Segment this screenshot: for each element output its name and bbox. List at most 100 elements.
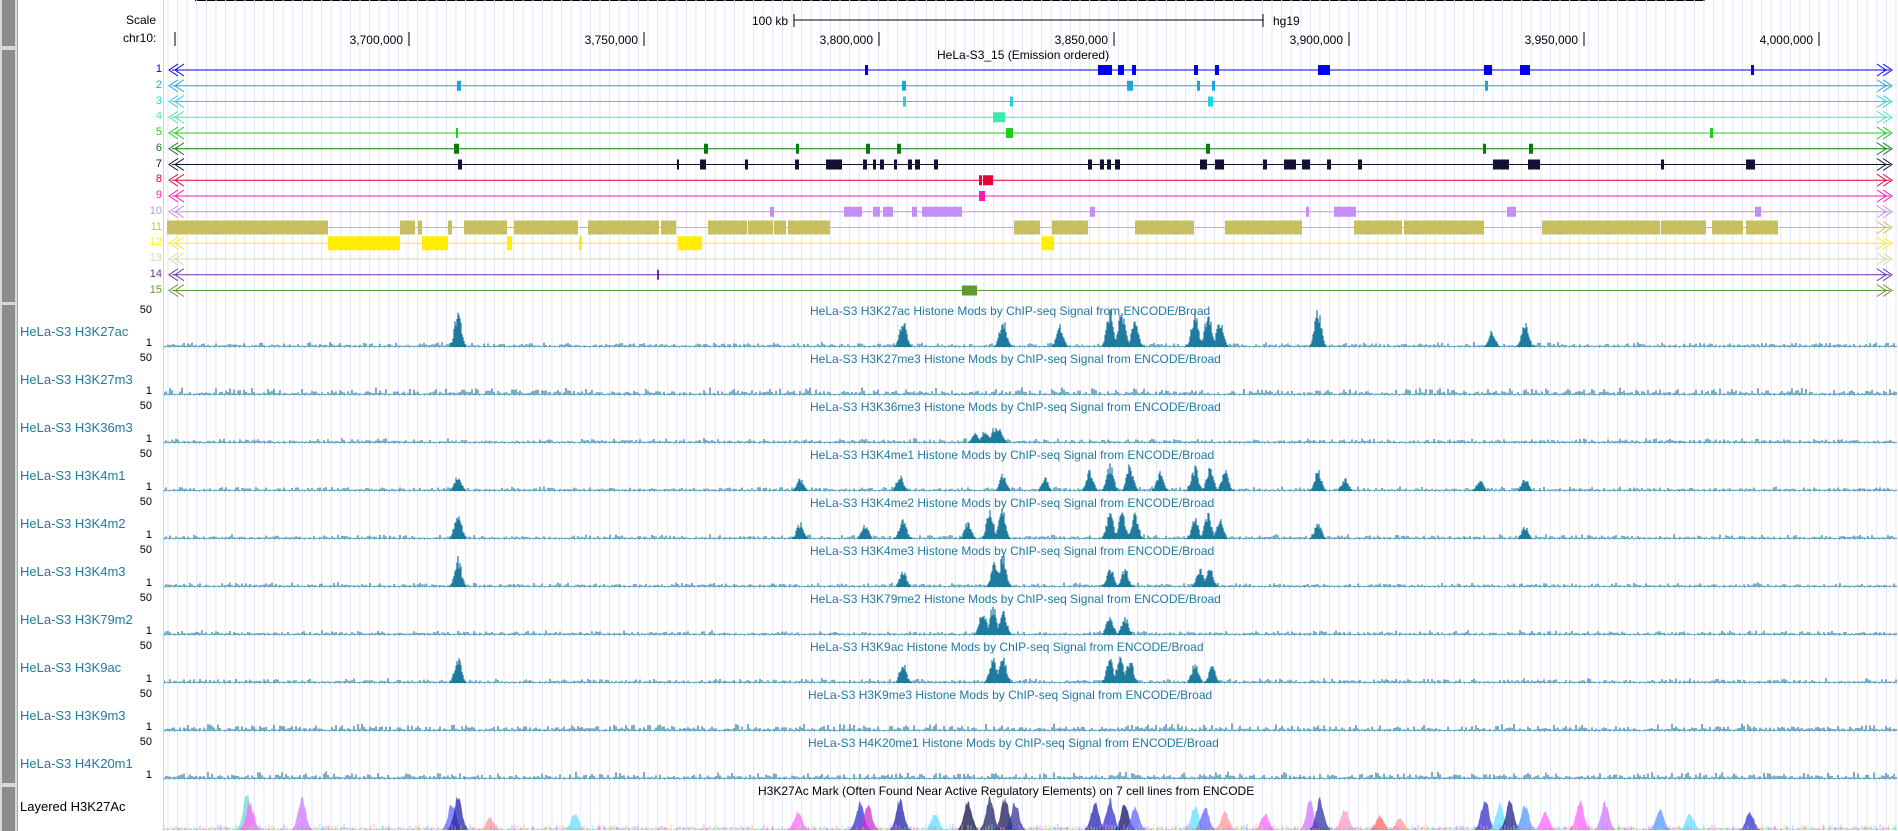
state-block xyxy=(464,220,507,235)
layered-track-label[interactable]: Layered H3K27Ac xyxy=(20,799,126,814)
signal-track-label[interactable]: HeLa-S3 H3K27m3 xyxy=(20,372,133,387)
state-block xyxy=(1306,206,1309,217)
state-block xyxy=(795,159,799,170)
signal-track-10 xyxy=(164,771,1898,780)
chevron-left-icon xyxy=(168,189,185,203)
state-block xyxy=(661,220,676,235)
state-block xyxy=(912,206,917,217)
state-block xyxy=(1327,159,1331,170)
state-row-5 xyxy=(168,126,1893,140)
signal-track-title: HeLa-S3 H3K9ac Histone Mods by ChIP-seq … xyxy=(810,640,1204,654)
signal-track-label[interactable]: HeLa-S3 H4K20m1 xyxy=(20,756,133,771)
layered-peak xyxy=(1005,802,1025,830)
chevron-left-icon xyxy=(168,95,185,108)
coordinate-label: 3,950,000 xyxy=(1525,33,1579,47)
chevron-right-icon xyxy=(1876,63,1893,77)
signal-tracks-handle[interactable] xyxy=(2,305,15,783)
state-block xyxy=(979,175,982,186)
chevron-right-icon xyxy=(1876,268,1893,282)
state-block xyxy=(865,65,868,75)
layered-peak xyxy=(1595,800,1615,830)
layered-peak xyxy=(1740,811,1760,830)
layered-peak xyxy=(1500,800,1520,830)
state-block xyxy=(1358,159,1362,170)
signal-bars xyxy=(164,723,1897,731)
ruler-handle[interactable] xyxy=(2,0,15,46)
signal-track-label[interactable]: HeLa-S3 H3K27ac xyxy=(20,324,129,339)
state-block xyxy=(454,143,459,154)
chevron-left-icon xyxy=(168,173,185,187)
state-number: 10 xyxy=(149,204,162,217)
state-block xyxy=(1483,143,1486,154)
state-block xyxy=(1661,220,1706,235)
tracks-plot[interactable]: 100 kb hg19 3,700,000 3,750,000 3,800,000 3,8… xyxy=(164,0,1898,831)
state-block xyxy=(883,206,893,217)
state-block xyxy=(748,220,773,235)
segmentation-handle[interactable] xyxy=(2,50,15,302)
signal-bars xyxy=(164,656,1897,683)
state-block xyxy=(422,236,448,251)
signal-track-label[interactable]: HeLa-S3 H3K9m3 xyxy=(20,708,126,723)
y-axis-min-label: 1 xyxy=(145,769,152,781)
state-block xyxy=(1318,65,1330,75)
state-block xyxy=(979,191,985,201)
layered-handle[interactable] xyxy=(2,787,15,831)
state-block xyxy=(1755,206,1761,217)
chrom-label: chr10: xyxy=(123,31,157,45)
state-block xyxy=(902,80,906,91)
signal-track-label[interactable]: HeLa-S3 H3K36m3 xyxy=(20,420,133,435)
layered-track-title: H3K27Ac Mark (Often Found Near Active Re… xyxy=(758,784,1255,798)
chevron-left-icon xyxy=(168,252,185,266)
state-block xyxy=(1528,159,1540,170)
layered-peak xyxy=(1535,811,1555,830)
chevron-left-icon xyxy=(168,126,185,140)
signal-track-label[interactable]: HeLa-S3 H3K4m2 xyxy=(20,516,126,531)
state-block xyxy=(1404,220,1484,235)
signal-track-4 xyxy=(164,463,1898,492)
top-border xyxy=(195,0,1705,1)
signal-track-label[interactable]: HeLa-S3 H3K4m3 xyxy=(20,564,126,579)
signal-track-title: HeLa-S3 H3K36me3 Histone Mods by ChIP-se… xyxy=(810,400,1221,414)
signal-bars xyxy=(164,309,1897,347)
layered-peak xyxy=(240,801,260,830)
layered-peak xyxy=(480,816,500,830)
state-block xyxy=(873,159,876,170)
state-block xyxy=(880,159,884,170)
y-axis-max-label: 50 xyxy=(139,688,152,700)
scale-bar-label: 100 kb xyxy=(752,14,788,28)
y-axis-min-label: 1 xyxy=(145,625,152,637)
chevron-right-icon xyxy=(1876,205,1893,219)
state-block xyxy=(456,128,458,138)
left-drag-strip[interactable] xyxy=(0,0,18,831)
state-number: 11 xyxy=(150,220,162,233)
vertical-grid xyxy=(167,0,1897,831)
layered-peak xyxy=(1310,797,1330,830)
layered-peak xyxy=(565,812,585,830)
layered-layer xyxy=(178,824,1881,830)
chevron-left-icon xyxy=(168,284,185,297)
signal-track-label[interactable]: HeLa-S3 H3K9ac xyxy=(20,660,122,675)
state-number: 6 xyxy=(155,141,162,154)
signal-track-label[interactable]: HeLa-S3 H3K79m2 xyxy=(20,612,133,627)
signal-track-label[interactable]: HeLa-S3 H3K4m1 xyxy=(20,468,126,483)
state-row-13 xyxy=(168,252,1893,266)
state-number: 14 xyxy=(149,267,162,280)
state-number: 9 xyxy=(155,189,162,201)
state-block xyxy=(844,206,862,217)
state-block xyxy=(1712,220,1743,235)
state-number: 4 xyxy=(155,110,162,123)
scale-label: Scale xyxy=(126,13,157,27)
state-block xyxy=(1542,220,1660,235)
state-block xyxy=(866,143,870,154)
state-block xyxy=(934,159,938,170)
coordinate-label: 3,750,000 xyxy=(585,33,639,47)
signal-track-title: HeLa-S3 H3K27ac Histone Mods by ChIP-seq… xyxy=(810,304,1211,318)
chevron-right-icon xyxy=(1876,110,1893,124)
y-axis-max-label: 50 xyxy=(139,448,152,460)
signal-track-8 xyxy=(164,656,1898,684)
assembly-label: hg19 xyxy=(1273,14,1300,28)
layered-h3k27ac-track xyxy=(164,794,1897,830)
state-row-10 xyxy=(168,205,1893,219)
layered-peak xyxy=(1255,812,1275,830)
